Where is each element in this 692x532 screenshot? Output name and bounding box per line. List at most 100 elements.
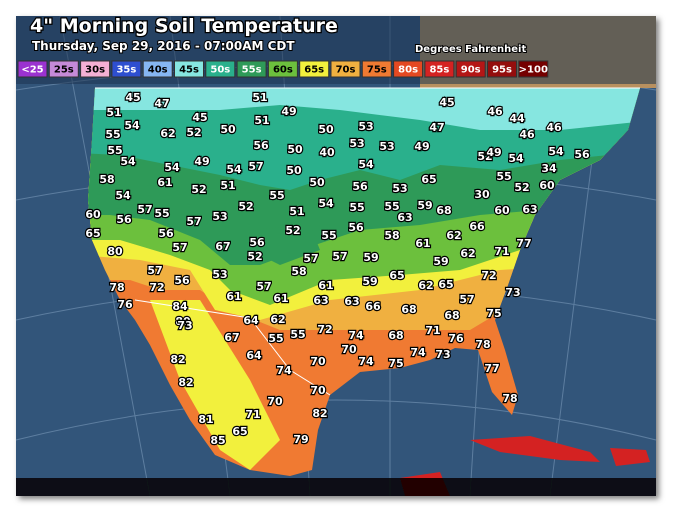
station-value: 55 <box>154 207 169 220</box>
station-value: 56 <box>253 139 269 152</box>
station-value: 59 <box>433 255 448 268</box>
legend-label: 40s <box>148 65 168 76</box>
station-value: 44 <box>509 112 525 125</box>
station-value: 59 <box>363 251 378 264</box>
station-value: 74 <box>348 329 364 342</box>
station-value: 77 <box>484 362 499 375</box>
station-value: 54 <box>358 158 374 171</box>
station-value: 65 <box>421 173 436 186</box>
station-value: 85 <box>210 434 225 447</box>
station-value: 62 <box>270 313 285 326</box>
station-value: 76 <box>117 298 133 311</box>
station-value: 53 <box>392 182 407 195</box>
station-value: 58 <box>384 229 399 242</box>
station-value: 82 <box>170 353 185 366</box>
legend-swatch <box>487 60 517 78</box>
station-value: 62 <box>418 279 433 292</box>
station-value: 76 <box>448 332 464 345</box>
station-value: 52 <box>238 200 253 213</box>
station-value: 74 <box>358 355 374 368</box>
station-value: 55 <box>269 189 284 202</box>
station-value: 53 <box>212 268 227 281</box>
station-value: 62 <box>460 247 475 260</box>
station-value: 40 <box>319 146 335 159</box>
legend: <25 25s 30s 35s 40s 45s 50s 55s 60s 65s 70s 75s 80s 8… <box>17 60 549 78</box>
station-value: 50 <box>287 143 303 156</box>
legend-label: 30s <box>85 65 105 76</box>
station-value: 46 <box>519 128 535 141</box>
legend-swatch <box>205 60 236 78</box>
legend-swatch <box>142 60 173 78</box>
legend-label: <25 <box>21 65 43 76</box>
legend-label: 70s <box>336 65 356 76</box>
station-value: 61 <box>318 279 333 292</box>
legend-swatch <box>455 60 486 78</box>
station-value: 57 <box>147 264 162 277</box>
station-value: 52 <box>247 250 262 263</box>
station-value: 56 <box>174 274 190 287</box>
station-value: 57 <box>256 280 271 293</box>
station-value: 67 <box>215 240 230 253</box>
station-value: 34 <box>541 162 557 175</box>
station-value: 54 <box>164 161 180 174</box>
station-value: 45 <box>192 111 207 124</box>
station-value: 49 <box>281 105 296 118</box>
station-value: 72 <box>481 269 496 282</box>
station-value: 56 <box>574 148 590 161</box>
station-value: 58 <box>291 265 306 278</box>
station-value: 84 <box>172 300 188 313</box>
station-value: 59 <box>417 199 432 212</box>
station-value: 61 <box>157 176 172 189</box>
station-value: 52 <box>477 150 492 163</box>
station-value: 57 <box>303 252 318 265</box>
station-value: 54 <box>124 119 140 132</box>
station-value: 57 <box>137 203 152 216</box>
bottom-band <box>16 478 656 496</box>
station-value: 55 <box>107 144 122 157</box>
station-value: 65 <box>389 269 404 282</box>
station-value: 45 <box>125 91 140 104</box>
station-value: 78 <box>109 281 124 294</box>
station-value: 64 <box>243 314 259 327</box>
station-value: 78 <box>475 338 490 351</box>
units: Degrees Fahrenheit <box>415 44 526 55</box>
legend-swatch <box>424 60 455 78</box>
legend-swatch <box>393 60 424 78</box>
legend-label: >100 <box>519 65 548 76</box>
legend-swatch <box>236 60 267 78</box>
station-value: 57 <box>172 241 187 254</box>
station-value: 68 <box>388 329 403 342</box>
legend-label: 25s <box>54 65 74 76</box>
station-value: 66 <box>365 300 381 313</box>
station-value: 55 <box>321 229 336 242</box>
station-value: 67 <box>224 331 239 344</box>
station-value: 79 <box>293 433 308 446</box>
station-value: 70 <box>267 395 283 408</box>
border-line <box>134 299 331 396</box>
legend-swatch <box>518 60 549 78</box>
station-value: 52 <box>191 183 206 196</box>
station-value: 61 <box>273 292 288 305</box>
station-value: 55 <box>105 128 120 141</box>
station-value: 68 <box>444 309 459 322</box>
station-value: 56 <box>352 180 368 193</box>
station-value: 49 <box>414 140 429 153</box>
station-value: 63 <box>313 294 328 307</box>
station-value: 59 <box>362 275 377 288</box>
station-value: 50 <box>309 176 325 189</box>
station-value: 62 <box>446 229 461 242</box>
station-value: 54 <box>115 189 131 202</box>
station-value: 51 <box>220 179 235 192</box>
legend-swatch <box>80 60 111 78</box>
station-value: 65 <box>85 227 100 240</box>
station-value: 73 <box>505 286 520 299</box>
station-value: 71 <box>425 324 440 337</box>
legend-swatch <box>48 60 79 78</box>
legend-swatch <box>361 60 392 78</box>
station-value: 66 <box>469 220 485 233</box>
station-value: 53 <box>379 140 394 153</box>
station-value: 52 <box>285 224 300 237</box>
station-value: 52 <box>186 126 201 139</box>
station-value: 64 <box>246 349 262 362</box>
